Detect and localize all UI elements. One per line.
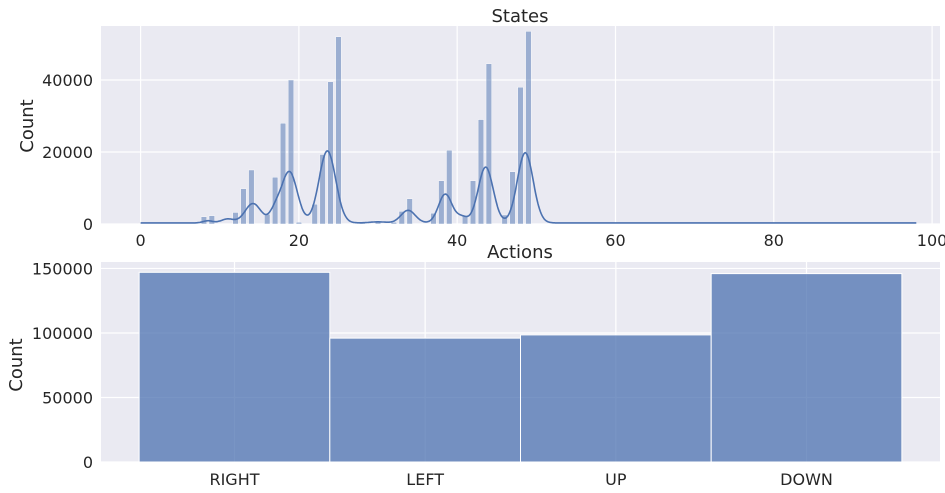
states-bar bbox=[390, 221, 397, 225]
states-bar bbox=[477, 119, 484, 225]
actions-y-tick-label: 50000 bbox=[42, 388, 93, 407]
states-x-tick-label: 60 bbox=[605, 231, 625, 250]
states-bar bbox=[335, 36, 342, 225]
actions-bars bbox=[138, 271, 903, 463]
states-x-tick-label: 80 bbox=[764, 231, 784, 250]
states-bar bbox=[280, 122, 287, 225]
actions-x-tick-label: LEFT bbox=[406, 470, 444, 489]
states-bar bbox=[470, 180, 476, 225]
states-bar bbox=[438, 180, 445, 225]
states-bar bbox=[264, 214, 271, 225]
states-x-tick-labels: 0 20 40 60 80 100 bbox=[135, 231, 945, 250]
actions-bar-chart: RIGHT LEFT UP DOWN 0 50000 100000 150000 Actio… bbox=[6, 242, 940, 489]
actions-bar bbox=[138, 271, 331, 463]
actions-bar bbox=[329, 337, 521, 463]
states-bar bbox=[248, 169, 255, 225]
states-y-tick-labels: 0 20000 40000 bbox=[42, 71, 93, 234]
states-y-tick-label: 20000 bbox=[42, 143, 93, 162]
states-bar bbox=[525, 31, 532, 225]
states-kde-line bbox=[140, 150, 917, 224]
states-y-tick-label: 40000 bbox=[42, 71, 93, 90]
actions-x-tick-label: UP bbox=[605, 470, 627, 489]
states-histogram: 0 20 40 60 80 100 0 20000 40000 States Count bbox=[17, 6, 945, 250]
actions-x-tick-label: RIGHT bbox=[209, 470, 259, 489]
states-bar bbox=[208, 215, 215, 225]
states-x-tick-label: 100 bbox=[917, 231, 945, 250]
actions-bar bbox=[520, 334, 712, 463]
actions-y-tick-label: 100000 bbox=[32, 324, 93, 343]
states-bar bbox=[287, 79, 294, 225]
states-x-tick-label: 20 bbox=[289, 231, 309, 250]
actions-x-tick-label: DOWN bbox=[780, 470, 833, 489]
states-bar bbox=[240, 188, 247, 225]
actions-y-tick-label: 150000 bbox=[32, 259, 93, 278]
states-bar bbox=[485, 63, 492, 225]
actions-y-axis-label: Count bbox=[6, 338, 27, 391]
actions-x-tick-labels: RIGHT LEFT UP DOWN bbox=[209, 470, 832, 489]
states-title: States bbox=[491, 6, 548, 27]
states-x-tick-label: 0 bbox=[135, 231, 145, 250]
states-y-tick-label: 0 bbox=[83, 215, 93, 234]
actions-bar bbox=[710, 273, 903, 463]
states-bar bbox=[501, 214, 508, 225]
states-bar bbox=[295, 221, 302, 225]
states-bar bbox=[446, 149, 453, 225]
states-bar bbox=[430, 212, 437, 225]
actions-y-tick-labels: 0 50000 100000 150000 bbox=[32, 259, 93, 472]
states-bar bbox=[319, 154, 326, 225]
states-x-tick-label: 40 bbox=[447, 231, 467, 250]
states-bar bbox=[509, 171, 516, 225]
actions-y-tick-label: 0 bbox=[83, 453, 93, 472]
states-y-axis-label: Count bbox=[17, 99, 38, 152]
states-bar bbox=[311, 203, 318, 225]
states-bar bbox=[327, 81, 334, 225]
actions-title: Actions bbox=[487, 242, 553, 263]
